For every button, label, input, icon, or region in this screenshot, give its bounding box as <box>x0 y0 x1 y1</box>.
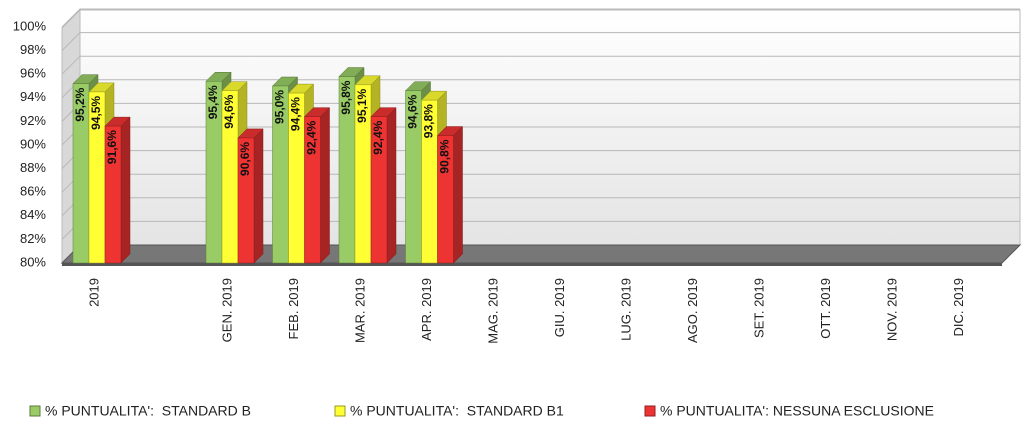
bar <box>104 125 122 264</box>
data-label: 91,6% <box>105 130 119 164</box>
bar <box>237 137 255 264</box>
data-label: 94,6% <box>406 94 420 128</box>
x-tick-label: GIU. 2019 <box>552 278 567 337</box>
x-tick-label: 2019 <box>86 278 101 307</box>
x-tick-label: SET. 2019 <box>751 278 766 338</box>
data-label: 92,4% <box>371 120 385 154</box>
bar-side <box>386 107 397 264</box>
data-label: 95,1% <box>355 88 369 122</box>
y-tick-label: 96% <box>20 66 46 81</box>
grid-line <box>61 8 1020 28</box>
x-tick-label: NOV. 2019 <box>884 278 899 341</box>
x-tick-label: LUG. 2019 <box>618 278 633 341</box>
bar-side <box>320 107 330 264</box>
data-label: 93,8% <box>422 104 436 138</box>
x-tick-label: FEB. 2019 <box>286 278 301 339</box>
y-tick-label: 88% <box>20 160 46 175</box>
data-label: 94,4% <box>289 97 303 131</box>
data-label: 95,4% <box>206 85 220 119</box>
bar <box>437 135 454 264</box>
bar-side <box>120 116 131 264</box>
y-tick-label: 94% <box>20 89 46 104</box>
x-tick-label: OTT. 2019 <box>818 278 833 339</box>
legend-swatch <box>644 405 656 417</box>
y-tick-label: 92% <box>20 113 46 128</box>
data-label: 90,8% <box>438 139 452 173</box>
x-tick-label: MAR. 2019 <box>352 278 367 343</box>
x-tick-label: GEN. 2019 <box>219 278 234 342</box>
grid-line <box>61 55 1020 75</box>
data-label: 94,5% <box>89 96 103 130</box>
y-tick-label: 84% <box>20 207 46 222</box>
data-label: 92,4% <box>305 120 319 154</box>
data-label: 94,6% <box>222 94 236 128</box>
y-tick-label: 86% <box>20 184 46 199</box>
data-label: 95,0% <box>273 90 287 124</box>
y-tick-label: 90% <box>20 136 46 151</box>
bar-side <box>453 125 463 264</box>
legend-label: % PUNTUALITA': STANDARD B1 <box>350 403 564 419</box>
floor-edge <box>62 263 1002 266</box>
y-tick-label: 98% <box>20 42 46 57</box>
y-tick-label: 100% <box>13 18 47 33</box>
legend-label: % PUNTUALITA': STANDARD B <box>45 403 251 419</box>
x-tick-label: DIC. 2019 <box>951 278 966 337</box>
y-tick-label: 82% <box>20 231 46 246</box>
y-tick-label: 80% <box>20 254 46 269</box>
legend-label: % PUNTUALITA': NESSUNA ESCLUSIONE <box>660 403 934 419</box>
x-tick-label: APR. 2019 <box>419 278 434 341</box>
grid-line <box>61 32 1020 51</box>
legend-swatch <box>334 405 346 417</box>
data-label: 95,2% <box>73 87 87 121</box>
floor <box>60 244 1022 264</box>
x-tick-label: AGO. 2019 <box>685 278 700 343</box>
data-label: 90,6% <box>238 142 252 176</box>
x-tick-label: MAG. 2019 <box>485 278 500 344</box>
bar <box>304 116 321 264</box>
data-label: 95,8% <box>339 80 353 114</box>
legend-swatch <box>29 405 41 417</box>
bar-side <box>253 128 264 264</box>
bar <box>370 116 388 264</box>
